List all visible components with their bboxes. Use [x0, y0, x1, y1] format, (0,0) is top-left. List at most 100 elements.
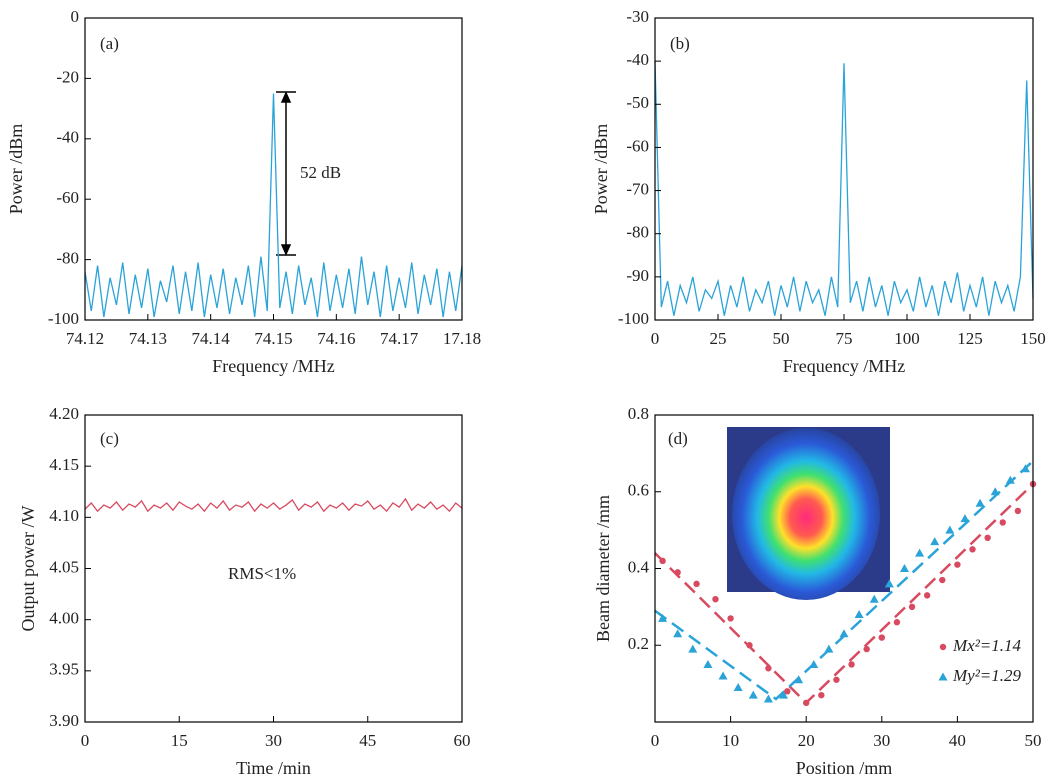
circle-marker [765, 665, 772, 672]
panel: 0 15 30 45 60 3.90 3.95 4.00 4.05 4.10 4.15 4.20 Tim… [18, 404, 470, 778]
triangle-marker [779, 690, 789, 699]
annotation-arrow [276, 91, 296, 256]
x-tick-label: 40 [949, 731, 966, 750]
triangle-marker [658, 613, 668, 622]
triangle-marker [688, 644, 698, 653]
y-tick-label: -70 [626, 179, 649, 198]
x-tick-label: 74.15 [254, 329, 292, 348]
triangle-marker [824, 644, 834, 653]
y-tick-label: 0.8 [628, 404, 649, 423]
legend-label: Mx²=1.14 [952, 636, 1022, 655]
x-tick-label: 0 [81, 731, 90, 750]
circle-marker [863, 645, 870, 653]
x-tick-label: 74.16 [317, 329, 355, 348]
data-line [84, 93, 463, 318]
y-tick-label: 0 [71, 7, 80, 26]
panel-label: (b) [670, 34, 690, 53]
x-tick-label: 74.14 [192, 329, 231, 348]
circle-marker [893, 619, 901, 626]
circle-marker [803, 699, 810, 707]
x-tick-label: 60 [454, 731, 471, 750]
y-tick-label: -100 [618, 309, 649, 328]
data-line [654, 61, 1034, 316]
y-tick-label: -50 [626, 93, 649, 112]
x-tick-label: 75 [836, 329, 853, 348]
x-tick-label: 74.12 [66, 329, 104, 348]
x-tick-label: 74.13 [129, 329, 167, 348]
panel: 74.12 74.13 74.14 74.15 74.16 74.17 17.18 -100 -… [6, 7, 481, 376]
x-tick-label: 0 [651, 731, 660, 750]
y-tick-label: -90 [626, 266, 649, 285]
triangle-marker [733, 682, 743, 691]
y-tick-label: -80 [56, 249, 79, 268]
triangle-marker [899, 564, 909, 572]
y-tick-label: 4.05 [49, 557, 79, 576]
y-tick-label: -20 [56, 67, 79, 86]
y-tick-label: 4.10 [49, 506, 79, 525]
triangle-marker [975, 498, 985, 507]
triangle-marker [673, 629, 683, 638]
circle-marker [784, 688, 791, 695]
x-tick-label: 17.18 [443, 329, 481, 348]
circle-marker [954, 561, 961, 568]
circle-marker [1014, 507, 1022, 515]
y-tick-label: -30 [626, 7, 649, 26]
legend-label: My²=1.29 [952, 666, 1022, 685]
plot-frame [84, 17, 463, 321]
fit-line [654, 460, 1034, 701]
triangle-marker [930, 537, 940, 546]
annotation: RMS<1% [228, 564, 296, 583]
circle-marker [984, 534, 991, 541]
circle-marker [746, 642, 753, 649]
circle-marker [659, 557, 666, 565]
y-tick-label: -60 [626, 136, 649, 155]
x-tick-label: 30 [873, 731, 890, 750]
y-tick-label: 3.95 [49, 660, 79, 679]
y-tick-label: -100 [48, 309, 79, 328]
y-tick-label: 4.00 [49, 609, 79, 628]
y-tick-label: 4.15 [49, 455, 79, 474]
x-tick-label: 45 [359, 731, 376, 750]
panel: Mx²=1.14 My²=1.29 0 10 20 30 40 50 0.2 0.4 0.6 0.8 P… [593, 404, 1041, 778]
y-tick-label: 0.4 [628, 557, 650, 576]
panel-label: (d) [668, 429, 688, 448]
x-tick-label: 30 [265, 731, 282, 750]
triangle-marker [794, 675, 804, 684]
triangle-marker [960, 514, 970, 523]
legend-marker [938, 672, 948, 681]
circle-marker [833, 676, 840, 683]
circle-marker [674, 569, 681, 576]
circle-marker [923, 592, 931, 599]
triangle-marker [869, 594, 879, 603]
y-tick-label: -60 [56, 188, 79, 207]
x-tick-label: 50 [1025, 731, 1042, 750]
triangle-marker [884, 579, 894, 588]
x-tick-label: 74.17 [380, 329, 419, 348]
triangle-marker [839, 629, 849, 638]
x-tick-label: 20 [798, 731, 815, 750]
triangle-marker [915, 548, 925, 557]
panel-label: (a) [100, 34, 119, 53]
circle-marker [818, 691, 825, 699]
annotation: 52 dB [300, 163, 341, 182]
x-tick-label: 0 [651, 329, 660, 348]
circle-marker [969, 546, 976, 553]
legend-marker [939, 643, 947, 651]
triangle-marker [854, 610, 864, 619]
y-tick-label: -40 [626, 50, 649, 69]
y-axis-title: Output power /W [18, 506, 38, 632]
triangle-marker [1020, 464, 1030, 473]
triangle-marker [763, 694, 773, 703]
y-axis-title: Power /dBm [591, 124, 611, 215]
y-tick-label: 4.20 [49, 404, 79, 423]
data-line [84, 497, 463, 513]
x-axis-title: Position /mm [796, 758, 893, 778]
y-axis-title: Beam diameter /mm [593, 495, 613, 642]
x-tick-label: 10 [722, 731, 739, 750]
triangle-marker [1005, 475, 1015, 484]
x-axis-title: Frequency /MHz [783, 356, 905, 376]
x-axis-title: Frequency /MHz [212, 356, 334, 376]
triangle-marker [809, 659, 819, 668]
circle-marker [939, 576, 946, 584]
